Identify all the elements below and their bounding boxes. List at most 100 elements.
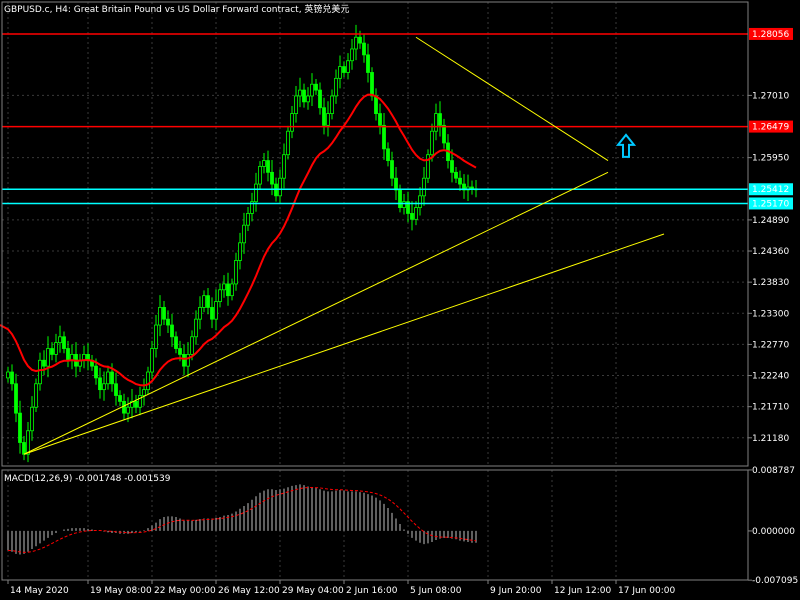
candle-body (358, 36, 362, 44)
level-label: 1.26479 (752, 123, 789, 133)
candle-body (150, 348, 154, 373)
macd-histogram (7, 484, 477, 555)
candle-body (354, 36, 358, 50)
horizontal-levels (2, 33, 748, 205)
trendline[interactable] (23, 171, 609, 455)
candle-body (218, 289, 222, 302)
up-arrow-icon (615, 133, 637, 158)
macd-label: MACD(12,26,9) -0.001748 -0.001539 (4, 474, 171, 484)
candle-body (42, 359, 46, 367)
y-tick-label: 1.23830 (752, 278, 789, 288)
candle-body (130, 400, 134, 408)
candle-body (394, 177, 398, 191)
candle-body (306, 95, 310, 103)
candle-body (378, 113, 382, 126)
macd-axis: 0.008787 0.000000 -0.007095 (748, 466, 798, 586)
candle-body (10, 371, 14, 385)
level-label: 1.28056 (752, 30, 789, 40)
y-tick-label: 1.22240 (752, 372, 789, 382)
candle-body (118, 395, 122, 402)
candle-body (166, 318, 170, 326)
candle-body (134, 400, 138, 408)
candle-body (386, 148, 390, 161)
chart-title: GBPUSD.c, H4: Great Britain Pound vs US … (4, 3, 349, 15)
candle-body (146, 371, 150, 391)
candle-body (374, 95, 378, 114)
candle-body (318, 89, 322, 109)
candle-body (334, 77, 338, 97)
candle-body (210, 307, 214, 320)
candle-body (266, 160, 270, 173)
candle-body (418, 195, 422, 208)
candle-body (206, 295, 210, 308)
candle-body (174, 336, 178, 349)
candle-body (290, 113, 294, 132)
candle-body (198, 307, 202, 320)
level-label-bg (749, 183, 793, 196)
candle-body (98, 377, 102, 391)
candle-body (142, 389, 146, 396)
candle-body (170, 324, 174, 338)
y-tick-label: 1.23300 (752, 309, 789, 319)
time-axis: 14 May 2020 19 May 08:00 22 May 00:00 26 Ma… (7, 580, 675, 596)
candle-body (342, 66, 346, 73)
candle-body (110, 371, 114, 385)
level-label: 1.25412 (752, 185, 789, 195)
candle-body (322, 107, 326, 126)
candle-body (430, 130, 434, 156)
candle-body (390, 160, 394, 179)
candle-body (214, 301, 218, 320)
candle-body (370, 72, 374, 97)
candle-body (454, 171, 458, 179)
candle-body (410, 213, 414, 220)
candle-body (362, 42, 366, 56)
macd-y-tick-label: -0.007095 (752, 576, 798, 586)
candle-body (46, 348, 50, 367)
candle-body (422, 177, 426, 197)
candle-body (438, 113, 442, 126)
up-arrow-icon (615, 133, 637, 158)
trendline[interactable] (415, 36, 609, 162)
y-tick-label: 1.25950 (752, 154, 789, 164)
candle-body (94, 365, 98, 379)
y-tick-label: 1.22770 (752, 340, 789, 350)
level-label-bg (749, 120, 793, 133)
candle-body (122, 400, 126, 414)
x-tick-label: 22 May 00:00 (154, 586, 216, 596)
trendline[interactable] (23, 233, 665, 455)
candle-body (34, 383, 38, 408)
candle-body (50, 348, 54, 355)
candle-body (178, 348, 182, 355)
candle-body (138, 395, 142, 408)
candle-body (282, 154, 286, 179)
candle-body (402, 201, 406, 208)
candle-body (366, 54, 370, 73)
candle-body (458, 177, 462, 185)
candle-body (338, 66, 342, 79)
candle-body (242, 224, 246, 244)
x-tick-label: 2 Jun 16:00 (346, 586, 398, 596)
candle-body (154, 324, 158, 349)
macd-y-tick-label: 0.000000 (752, 527, 795, 537)
candle-body (238, 242, 242, 261)
candle-body (246, 213, 250, 226)
candle-body (234, 260, 238, 285)
candle-body (190, 336, 194, 355)
x-tick-label: 29 May 04:00 (282, 586, 344, 596)
x-tick-label: 17 Jun 00:00 (618, 586, 675, 596)
candle-body (66, 348, 70, 361)
candle-body (62, 336, 66, 349)
candle-body (294, 95, 298, 114)
candle-body (14, 383, 18, 414)
x-tick-label: 19 May 08:00 (90, 586, 152, 596)
candle-body (406, 201, 410, 214)
level-label-bg (749, 27, 793, 40)
candle-body (350, 48, 354, 62)
level-label: 1.25170 (752, 199, 789, 209)
y-tick-label: 1.21180 (752, 434, 789, 444)
candle-body (346, 60, 350, 73)
candle-body (222, 283, 226, 291)
candle-body (54, 342, 58, 355)
candle-body (6, 371, 10, 379)
